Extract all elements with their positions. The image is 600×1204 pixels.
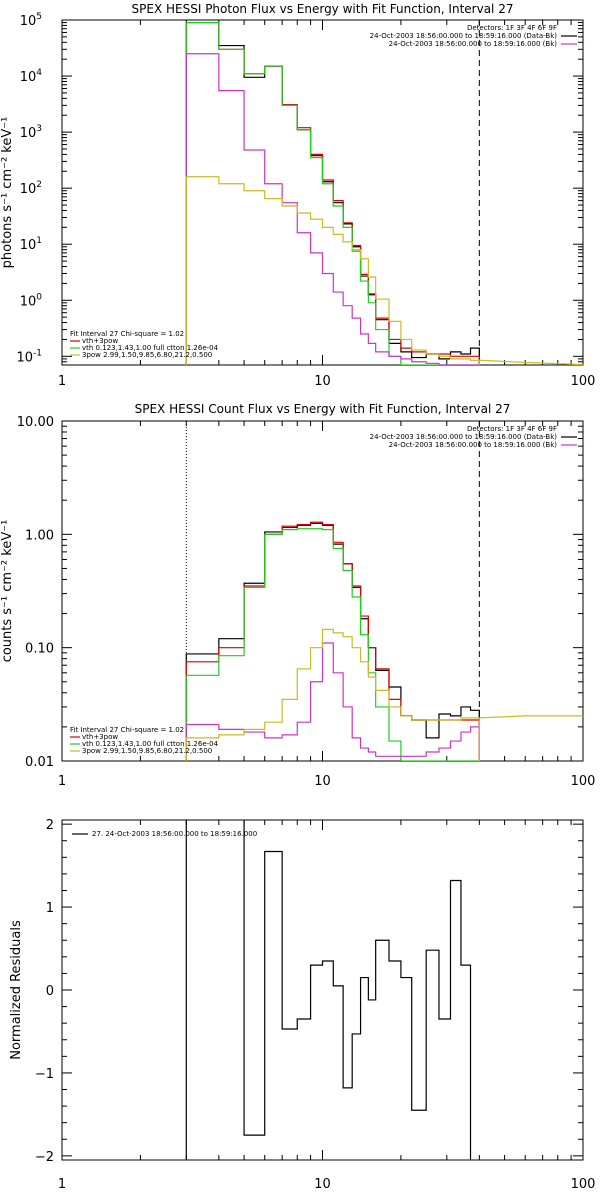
chart-title: SPEX HESSI Count Flux vs Energy with Fit… [135, 402, 511, 416]
x-tick-label: 10 [314, 374, 331, 389]
legend-bottom-left-text: vth+3pow [82, 337, 118, 345]
x-tick-label: 10 [314, 774, 331, 789]
x-tick-label: 100 [571, 1177, 596, 1192]
y-tick-label: 2 [46, 818, 54, 833]
series-line-bk [185, 53, 480, 365]
y-tick-label: 0.10 [25, 642, 54, 657]
y-tick-label: 0.01 [25, 755, 54, 770]
y-tick-label: 10-1 [16, 348, 42, 365]
y-tick-label: 10.00 [17, 415, 54, 430]
legend-top-right-text: 24-Oct-2003 18:56:00.000 to 18:59:16.000… [389, 40, 558, 48]
legend-bottom-left-text: vth+3pow [82, 733, 118, 741]
series-extension-line [479, 715, 583, 719]
legend-top-right-text: 24-Oct-2003 18:56:00.000 to 18:59:16.000… [389, 441, 558, 449]
series-line-vth-3pow [185, 521, 480, 761]
y-tick-label: 102 [20, 180, 42, 197]
legend-top-right-text: Detectors: 1F 3F 4F 6F 9F [467, 24, 557, 32]
y-tick-label: 1.00 [25, 528, 54, 543]
series-line-3pow [185, 628, 480, 761]
series-line-residuals [185, 820, 472, 1160]
photon-flux-chart: SPEX HESSI Photon Flux vs Energy with Fi… [0, 2, 596, 389]
legend-top-right-text: 24-Oct-2003 18:56:00.000 to 18:59:16.000… [370, 32, 558, 40]
x-tick-label: 100 [571, 374, 596, 389]
y-tick-label: 104 [20, 68, 43, 85]
legend-bottom-left-text: 3pow 2.99,1.50,9.85,6.80,21.2,0.500 [82, 351, 212, 359]
series-line-vth [185, 21, 480, 365]
series-line-data-bk [185, 522, 480, 761]
y-tick-label: 0 [46, 984, 54, 999]
y-tick-label: 100 [20, 292, 43, 309]
plot-frame [61, 819, 584, 1161]
x-tick-label: 100 [571, 774, 596, 789]
series-extension-line [479, 359, 583, 365]
y-axis-label: photons s⁻¹ cm⁻² keV⁻¹ [0, 117, 15, 269]
y-axis-label: counts s⁻¹ cm⁻² keV⁻¹ [0, 520, 15, 663]
residuals-chart: Normalized Residuals 1 10 100 −2 −1 0 1 2 27. 24-… [9, 818, 596, 1192]
series-line-3pow [185, 176, 480, 365]
y-tick-label: −1 [35, 1067, 54, 1082]
legend-bottom-left-text: vth 0.123,1.43,1.00 full ctton 1.26e-04 [82, 740, 219, 748]
series-line-bk [185, 642, 480, 761]
count-flux-panel: SPEX HESSI Count Flux vs Energy with Fit… [0, 400, 600, 800]
plot-frame [61, 19, 584, 366]
count-flux-chart: SPEX HESSI Count Flux vs Energy with Fit… [0, 402, 596, 789]
legend-top-left-text: 27. 24-Oct-2003 18:56:00.000 to 18:59:16… [92, 830, 257, 838]
y-axis-label: Normalized Residuals [9, 920, 24, 1060]
legend-bottom-left-text: Fit Interval 27 Chi-square = 1.02 [70, 330, 184, 338]
legend-bottom-left-text: 3pow 2.99,1.50,9.85,6.80,21.2,0.500 [82, 747, 212, 755]
y-tick-label: 1 [46, 901, 54, 916]
x-tick-label: 1 [58, 774, 66, 789]
legend-bottom-left-text: vth 0.123,1.43,1.00 full ctton 1.26e-04 [82, 344, 219, 352]
x-tick-label: 1 [58, 1177, 66, 1192]
photon-flux-panel: SPEX HESSI Photon Flux vs Energy with Fi… [0, 0, 600, 400]
plot-area [185, 820, 472, 1160]
residuals-panel: Normalized Residuals 1 10 100 −2 −1 0 1 2 27. 24-… [0, 800, 600, 1200]
y-tick-label: 101 [20, 236, 42, 253]
legend-top-right-text: Detectors: 1F 3F 4F 6F 9F [467, 425, 557, 433]
x-tick-label: 1 [58, 374, 66, 389]
plot-area [185, 521, 583, 761]
y-tick-label: −2 [35, 1150, 54, 1165]
series-line-vth [185, 528, 480, 761]
legend-bottom-left-text: Fit Interval 27 Chi-square = 1.02 [70, 726, 184, 734]
legend-top-right-text: 24-Oct-2003 18:56:00.000 to 18:59:16.000… [370, 433, 558, 441]
chart-title: SPEX HESSI Photon Flux vs Energy with Fi… [132, 2, 514, 16]
y-tick-label: 103 [20, 124, 42, 141]
x-tick-label: 10 [314, 1177, 331, 1192]
plot-area [185, 21, 583, 365]
plot-frame [61, 420, 584, 762]
y-tick-label: 105 [20, 12, 42, 29]
